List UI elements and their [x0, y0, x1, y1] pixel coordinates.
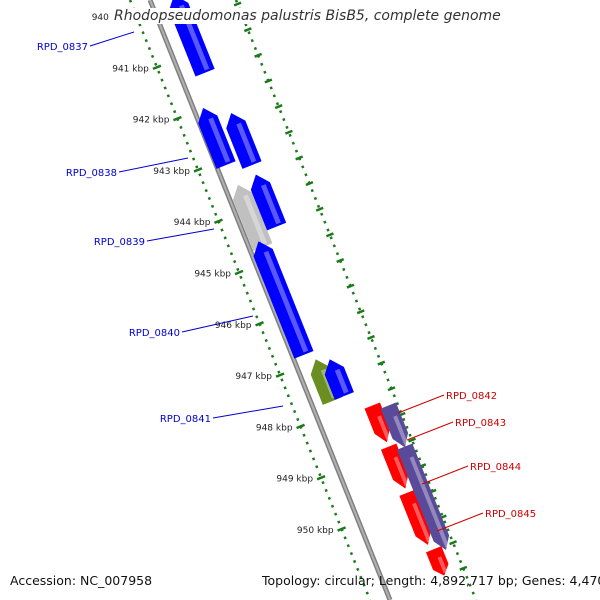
ruler-tick [337, 526, 347, 532]
ruler-tick [255, 321, 264, 327]
gene-arrow-shade [412, 502, 432, 543]
ruler-tick-label: 947 kbp [235, 372, 272, 382]
gene-label: RPD_0844 [470, 462, 521, 473]
gene-arrow-shade [334, 368, 349, 394]
ruler-tick-label: 949 kbp [276, 475, 313, 485]
gene-arrow [380, 402, 409, 448]
gene-label-leader [212, 405, 284, 419]
ruler-tick-label: 948 kbp [256, 423, 293, 433]
gene-arrow-shade [409, 456, 450, 548]
outer-ruler-tick [408, 437, 416, 443]
gene-label: RPD_0839 [94, 237, 145, 248]
gene-label-leader [89, 31, 135, 47]
ruler-tick-label: 946 kbp [215, 321, 252, 331]
ruler-tick [193, 167, 203, 173]
gene-label-leader [421, 465, 469, 485]
outer-ruler-tick [295, 155, 304, 161]
outer-ruler-tick [449, 540, 458, 546]
ruler-tick [275, 372, 285, 378]
gene-label-leader [406, 421, 454, 441]
outer-ruler-tick [459, 565, 468, 571]
ruler-tick [152, 64, 162, 71]
gene-label: RPD_0841 [160, 414, 211, 425]
gene-arrow [253, 241, 314, 359]
outer-ruler-tick [254, 52, 263, 58]
ruler-tick [234, 269, 244, 276]
gene-arrow [226, 113, 262, 169]
outer-ruler-tick [233, 1, 242, 7]
ruler-tick [296, 423, 306, 430]
ruler-tick [172, 115, 182, 122]
plus-strand-genes [169, 0, 354, 405]
gene-arrow-shade [260, 184, 281, 225]
ruler-tick-label: 941 kbp [112, 64, 149, 74]
ruler-tick [214, 218, 223, 224]
outer-ruler-tick [356, 309, 365, 315]
outer-ruler-tick [264, 78, 273, 84]
gene-label-leader [436, 512, 484, 532]
gene-label-leader [118, 157, 189, 173]
outer-ruler-tick [387, 386, 396, 392]
ruler-tick-label: 943 kbp [153, 167, 190, 177]
outer-ruler-tick [274, 104, 283, 110]
outer-ruler-tick [243, 27, 252, 33]
genome-backbone-highlight [149, 0, 391, 600]
gene-labels: RPD_0837 RPD_0838 RPD_0839 RPD_0840 RPD_0841… [37, 31, 536, 532]
gene-arrow-shade [437, 556, 448, 574]
gene-arrow-shade [393, 456, 409, 486]
outer-ruler-tick [315, 206, 324, 212]
ruler-tick-label: 944 kbp [174, 218, 211, 228]
gene-arrow [198, 107, 236, 169]
topology-text: Topology: circular; Length: 4,892,717 bp… [262, 573, 600, 588]
minus-strand-genes [364, 402, 450, 576]
ruler-tick-label: 950 kbp [297, 526, 334, 536]
gene-arrow-shade [236, 122, 257, 163]
gene-arrow [250, 174, 287, 231]
gene-label: RPD_0843 [455, 418, 506, 429]
gene-label-leader [146, 228, 215, 242]
gene-label: RPD_0837 [37, 42, 88, 53]
ruler-tick-label: 942 kbp [133, 116, 170, 126]
outer-ruler-tick [367, 334, 375, 341]
ruler-dotted-line [128, 0, 372, 600]
page-title: Rhodopseudomonas palustris BisB5, comple… [110, 8, 505, 24]
outer-ruler-dotted-line [234, 0, 478, 600]
gene-label: RPD_0842 [446, 391, 497, 402]
gene-label-leader [397, 394, 445, 414]
gene-arrow [425, 546, 449, 576]
gene-arrow [396, 443, 450, 551]
gene-arrow-shade [377, 415, 391, 440]
outer-ruler-tick [284, 129, 293, 135]
outer-ruler-tick [377, 360, 386, 366]
outer-ruler-tick [305, 180, 314, 187]
accession-text: Accession: NC_007958 [10, 573, 153, 588]
outer-ruler-tick [336, 257, 345, 264]
gene-label: RPD_0845 [485, 509, 536, 520]
ruler-tick [316, 474, 326, 481]
ruler-tick-label: 945 kbp [194, 270, 231, 280]
gene-label-leader [181, 315, 254, 333]
gene-arrow-shade [263, 250, 309, 353]
gene-arrow-shade [393, 415, 409, 445]
gene-arrow [324, 359, 354, 400]
gene-label: RPD_0838 [66, 168, 117, 179]
outer-ruler-tick [325, 232, 334, 238]
outer-ruler-tick [346, 283, 355, 289]
gene-arrow-shade [208, 117, 231, 163]
gene-label: RPD_0840 [129, 328, 180, 339]
gene-arrow-shade [243, 194, 268, 245]
